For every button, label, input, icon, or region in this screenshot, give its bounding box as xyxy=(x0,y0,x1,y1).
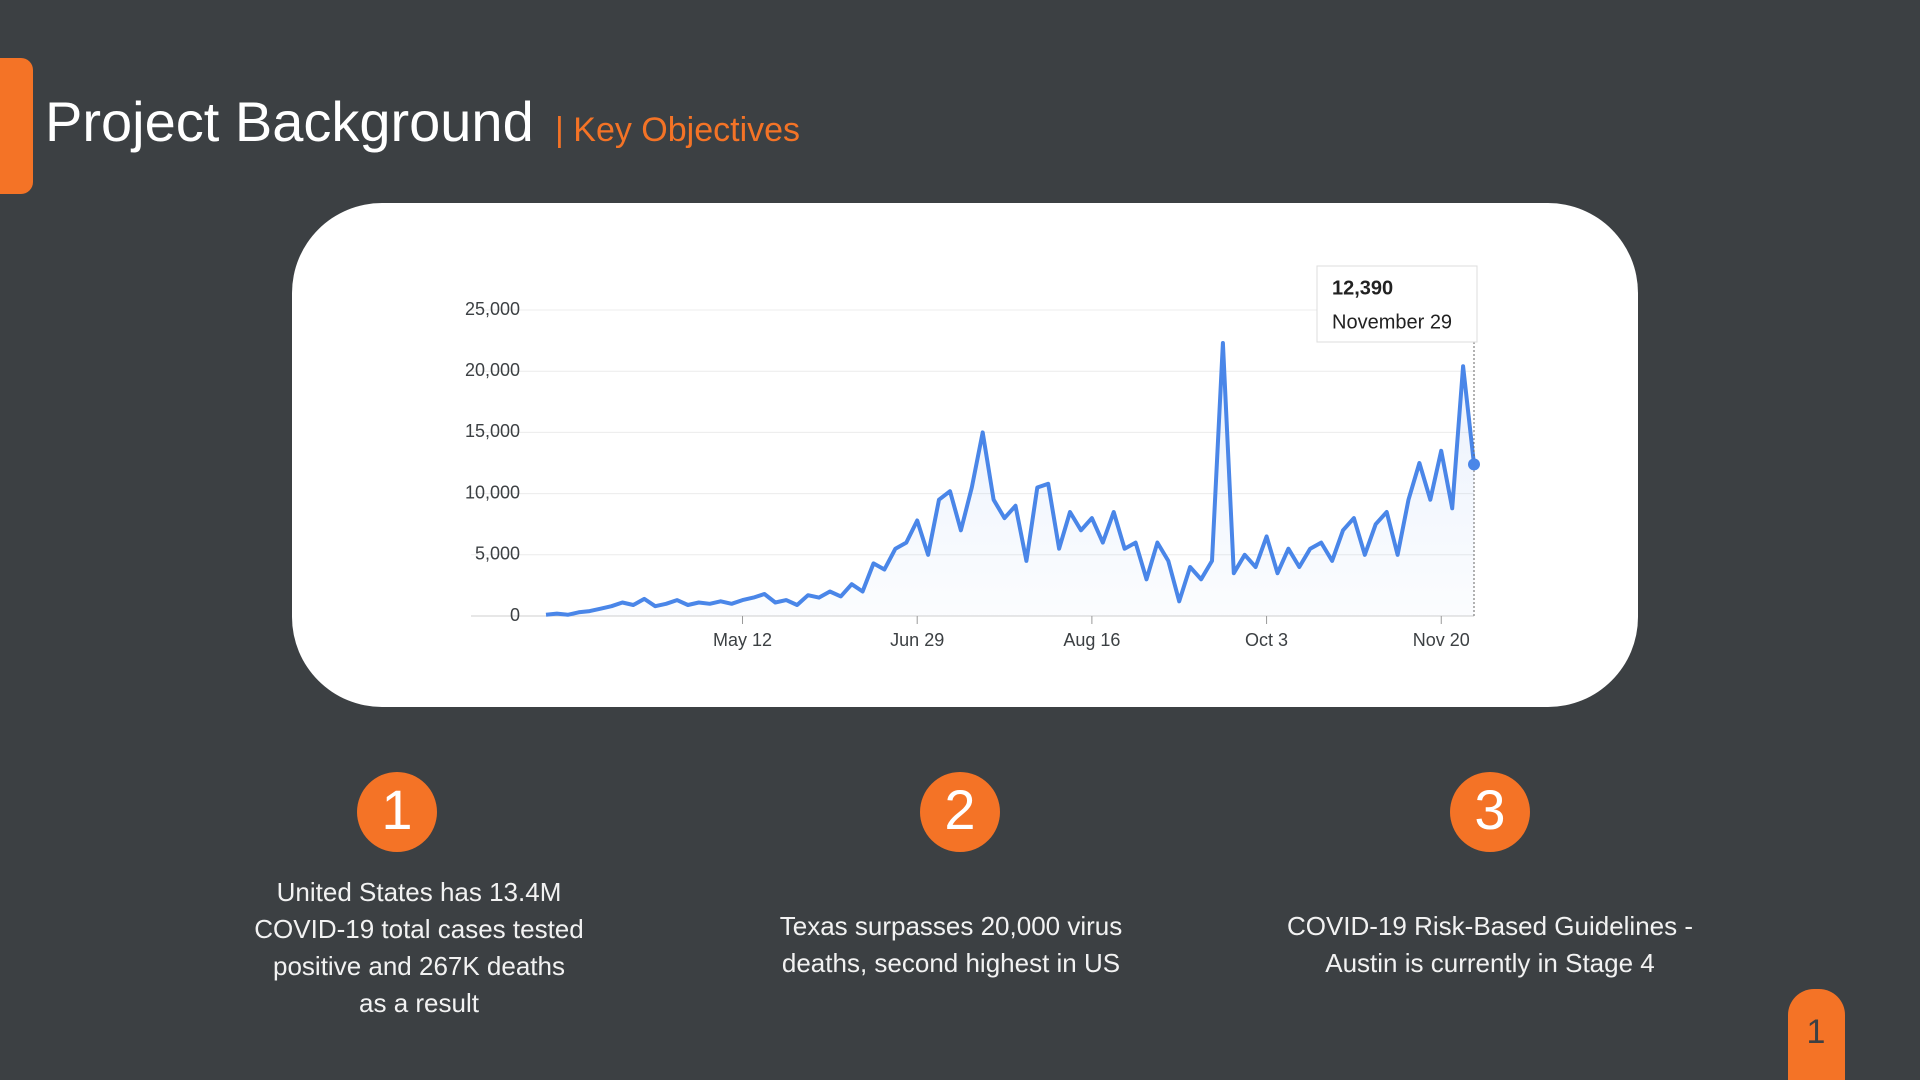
objective-text: Texas surpasses 20,000 virus xyxy=(780,911,1123,941)
slide-title: Project Background xyxy=(45,90,534,153)
chart: 0 5,000 10,000 15,000 20,000 25,000 May 12 Jun … xyxy=(465,265,1480,650)
title-tab xyxy=(0,58,33,194)
hover-point xyxy=(1468,458,1480,471)
page-number: 1 xyxy=(1807,1013,1826,1051)
x-tick-label: Aug 16 xyxy=(1063,630,1120,650)
line xyxy=(545,341,1476,617)
page-tab xyxy=(1788,989,1845,1080)
number-badge xyxy=(357,772,437,852)
objective-text: deaths, second highest in US xyxy=(782,948,1120,978)
y-tick-label: 25,000 xyxy=(465,299,520,319)
tooltip-date: November 29 xyxy=(1332,311,1452,333)
y-tick-label: 5,000 xyxy=(475,544,520,564)
objective-text: COVID-19 total cases tested xyxy=(254,914,583,944)
objectives: 1 United States has 13.4M COVID-19 total c… xyxy=(254,772,1693,1018)
objective-text: United States has 13.4M xyxy=(277,877,562,907)
x-tick-label: Jun 29 xyxy=(890,630,944,650)
badge-number: 3 xyxy=(1474,778,1505,841)
objective-text: Austin is currently in Stage 4 xyxy=(1325,948,1655,978)
x-tick-label: Oct 3 xyxy=(1245,630,1288,650)
number-badge xyxy=(920,772,1000,852)
objective-text: COVID-19 Risk-Based Guidelines - xyxy=(1287,911,1693,941)
tooltip-value: 12,390 xyxy=(1332,277,1393,299)
badge-number: 1 xyxy=(381,778,412,841)
tooltip xyxy=(1316,265,1478,343)
number-badge xyxy=(1450,772,1530,852)
y-tick-label: 20,000 xyxy=(465,360,520,380)
x-tick-label: Nov 20 xyxy=(1413,630,1470,650)
objective-text: positive and 267K deaths xyxy=(273,951,565,981)
y-tick-label: 0 xyxy=(510,605,520,625)
slide-subtitle: | Key Objectives xyxy=(555,111,800,149)
y-tick-label: 10,000 xyxy=(465,482,520,502)
area xyxy=(546,343,1474,616)
objective-text: as a result xyxy=(359,988,480,1018)
y-tick-label: 15,000 xyxy=(465,421,520,441)
x-tick-label: May 12 xyxy=(713,630,772,650)
badge-number: 2 xyxy=(944,778,975,841)
